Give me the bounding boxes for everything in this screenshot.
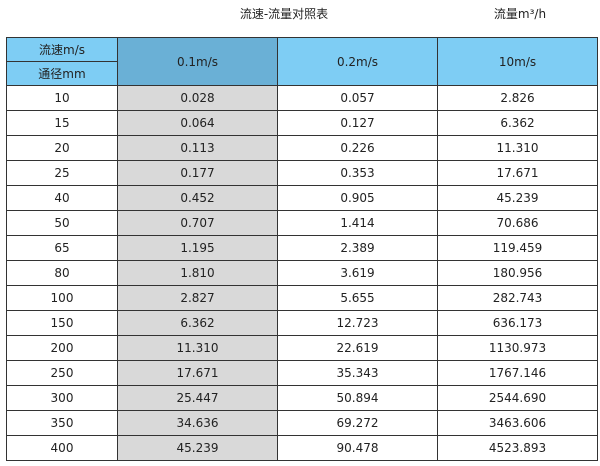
header-row-2: 通径mm: [6, 61, 598, 86]
unit-label: 流量m³/h: [493, 7, 547, 21]
table-row: 350 34.636 69.272 3463.606: [6, 410, 598, 436]
table-title: 流速-流量对照表: [239, 7, 329, 21]
flow-cell: 0.452: [117, 185, 278, 211]
flow-cell: 11.310: [117, 335, 278, 361]
table-row: 25 0.177 0.353 17.671: [6, 160, 598, 186]
table-row: 15 0.064 0.127 6.362: [6, 110, 598, 136]
diameter-cell: 350: [6, 410, 118, 436]
diameter-cell: 300: [6, 385, 118, 411]
flow-cell: 0.113: [117, 135, 278, 161]
flow-cell: 180.956: [437, 260, 598, 286]
flow-cell: 0.064: [117, 110, 278, 136]
flow-cell: 17.671: [437, 160, 598, 186]
flow-rate-table: 流速m/s 0.1m/s 0.2m/s 10m/s 通径mm 10 0.028 0.…: [6, 37, 598, 461]
diameter-cell: 200: [6, 335, 118, 361]
diameter-cell: 40: [6, 185, 118, 211]
flow-cell: 50.894: [277, 385, 438, 411]
diameter-cell: 150: [6, 310, 118, 336]
flow-cell: 2.826: [437, 85, 598, 111]
flow-cell: 0.226: [277, 135, 438, 161]
flow-cell: 1.195: [117, 235, 278, 261]
table-row: 65 1.195 2.389 119.459: [6, 235, 598, 261]
table-row: 40 0.452 0.905 45.239: [6, 185, 598, 211]
table-row: 10 0.028 0.057 2.826: [6, 85, 598, 111]
flow-cell: 0.905: [277, 185, 438, 211]
table-row: 20 0.113 0.226 11.310: [6, 135, 598, 161]
flow-cell: 1.810: [117, 260, 278, 286]
flow-cell: 1767.146: [437, 360, 598, 386]
header-diameter-label: 通径mm: [6, 61, 118, 86]
table-row: 300 25.447 50.894 2544.690: [6, 385, 598, 411]
flow-cell: 0.127: [277, 110, 438, 136]
flow-cell: 0.707: [117, 210, 278, 236]
diameter-cell: 20: [6, 135, 118, 161]
flow-cell: 0.028: [117, 85, 278, 111]
flow-cell: 0.057: [277, 85, 438, 111]
flow-cell: 35.343: [277, 360, 438, 386]
flow-cell: 0.177: [117, 160, 278, 186]
flow-cell: 119.459: [437, 235, 598, 261]
table-row: 80 1.810 3.619 180.956: [6, 260, 598, 286]
table-row: 250 17.671 35.343 1767.146: [6, 360, 598, 386]
header-col-2: 10m/s: [437, 37, 598, 86]
flow-cell: 12.723: [277, 310, 438, 336]
table-row: 400 45.239 90.478 4523.893: [6, 435, 598, 461]
diameter-cell: 250: [6, 360, 118, 386]
diameter-cell: 25: [6, 160, 118, 186]
flow-cell: 1.414: [277, 210, 438, 236]
flow-cell: 11.310: [437, 135, 598, 161]
diameter-cell: 10: [6, 85, 118, 111]
diameter-cell: 15: [6, 110, 118, 136]
flow-cell: 0.353: [277, 160, 438, 186]
flow-cell: 17.671: [117, 360, 278, 386]
flow-cell: 2.827: [117, 285, 278, 311]
flow-cell: 25.447: [117, 385, 278, 411]
diameter-cell: 80: [6, 260, 118, 286]
diameter-cell: 400: [6, 435, 118, 461]
flow-cell: 69.272: [277, 410, 438, 436]
table-row: 100 2.827 5.655 282.743: [6, 285, 598, 311]
table-row: 150 6.362 12.723 636.173: [6, 310, 598, 336]
flow-cell: 636.173: [437, 310, 598, 336]
header-col-0: 0.1m/s: [117, 37, 278, 86]
flow-cell: 6.362: [117, 310, 278, 336]
header-col-1: 0.2m/s: [277, 37, 438, 86]
flow-cell: 34.636: [117, 410, 278, 436]
flow-cell: 3463.606: [437, 410, 598, 436]
table-row: 200 11.310 22.619 1130.973: [6, 335, 598, 361]
flow-cell: 90.478: [277, 435, 438, 461]
header-velocity-label: 流速m/s: [6, 37, 118, 62]
diameter-cell: 50: [6, 210, 118, 236]
diameter-cell: 100: [6, 285, 118, 311]
diameter-cell: 65: [6, 235, 118, 261]
flow-cell: 22.619: [277, 335, 438, 361]
flow-cell: 45.239: [437, 185, 598, 211]
flow-cell: 282.743: [437, 285, 598, 311]
flow-cell: 6.362: [437, 110, 598, 136]
flow-cell: 70.686: [437, 210, 598, 236]
flow-cell: 45.239: [117, 435, 278, 461]
flow-cell: 2544.690: [437, 385, 598, 411]
header-row: 流速m/s 0.1m/s 0.2m/s 10m/s: [6, 37, 598, 86]
flow-cell: 4523.893: [437, 435, 598, 461]
flow-cell: 2.389: [277, 235, 438, 261]
flow-cell: 5.655: [277, 285, 438, 311]
flow-cell: 3.619: [277, 260, 438, 286]
table-row: 50 0.707 1.414 70.686: [6, 210, 598, 236]
flow-cell: 1130.973: [437, 335, 598, 361]
